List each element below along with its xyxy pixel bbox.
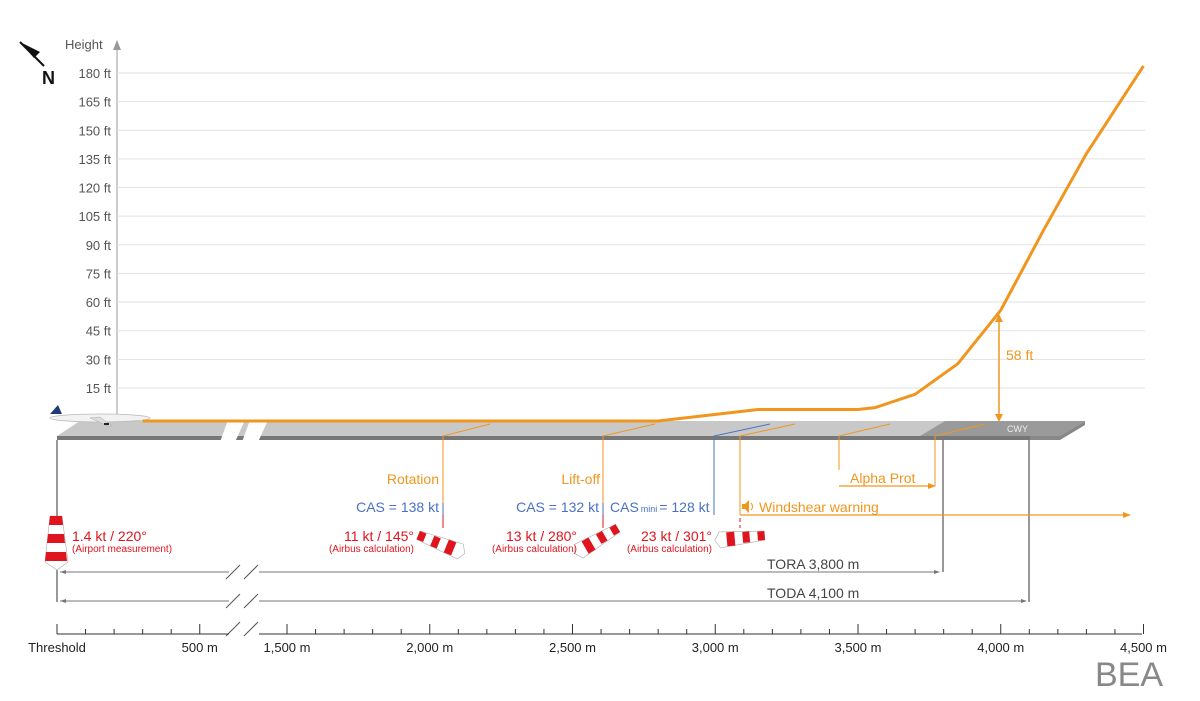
y-tick-label: 75 ft <box>86 266 112 281</box>
windsock-icon <box>714 530 766 549</box>
north-label: N <box>42 68 55 88</box>
y-axis-label: Height <box>65 37 103 52</box>
y-tick-label: 180 ft <box>78 66 111 81</box>
y-tick-label: 60 ft <box>86 295 112 310</box>
height-58ft-annotation: 58 ft <box>995 314 1033 422</box>
x-tick-label: 3,500 m <box>835 640 882 655</box>
runway: CWY <box>57 420 1085 442</box>
cas-mini-label: CAS mini = 128 kt <box>610 499 710 515</box>
y-tick-label: 30 ft <box>86 352 112 367</box>
rotation-label: Rotation <box>387 471 439 487</box>
rotation-cas-label: CAS = 138 kt <box>356 499 439 515</box>
svg-text:Windshear warning: Windshear warning <box>759 499 879 515</box>
wind-label-rotation: 11 kt / 145° <box>344 528 414 544</box>
y-axis-arrow-icon <box>113 40 121 50</box>
x-tick-label: 3,000 m <box>692 640 739 655</box>
toda-dimension: TODA 4,100 m <box>60 585 1027 603</box>
clearway-label: CWY <box>1007 424 1028 434</box>
svg-text:TORA 3,800 m: TORA 3,800 m <box>767 556 859 572</box>
bea-logo: BEA <box>1095 656 1163 694</box>
y-tick-label: 105 ft <box>78 209 111 224</box>
wind-label-airport: 1.4 kt / 220° <box>72 528 147 544</box>
wind-source-rotation: (Airbus calculation) <box>329 544 414 555</box>
runway-break <box>220 420 245 442</box>
svg-text:58 ft: 58 ft <box>1006 347 1033 363</box>
airplane-icon <box>49 405 151 427</box>
y-tick-label: 135 ft <box>78 152 111 167</box>
x-tick-label: 4,000 m <box>977 640 1024 655</box>
tora-dimension: TORA 3,800 m <box>60 556 940 574</box>
wind-source-windshear: (Airbus calculation) <box>627 544 712 555</box>
speaker-icon <box>742 500 753 513</box>
windsock-icon <box>574 523 621 559</box>
wind-label-liftoff: 13 kt / 280° <box>506 528 577 544</box>
wind-source-liftoff: (Airbus calculation) <box>492 544 577 555</box>
y-tick-label: 90 ft <box>86 238 112 253</box>
y-tick-label: 165 ft <box>78 95 111 110</box>
x-tick-label: 2,500 m <box>549 640 596 655</box>
x-tick-label: Threshold <box>28 640 86 655</box>
clearway <box>920 421 1085 436</box>
y-tick-label: 150 ft <box>78 123 111 138</box>
svg-text:Alpha Prot: Alpha Prot <box>850 470 915 486</box>
x-tick-label: 4,500 m <box>1120 640 1167 655</box>
wind-source-airport: (Airport measurement) <box>72 544 172 555</box>
x-tick-label: 2,000 m <box>406 640 453 655</box>
x-tick-label: 500 m <box>182 640 218 655</box>
svg-text:TODA 4,100 m: TODA 4,100 m <box>767 585 859 601</box>
alpha-prot-annotation: Alpha Prot <box>839 470 936 489</box>
north-arrow-icon: N <box>19 41 55 88</box>
y-tick-label: 15 ft <box>86 381 112 396</box>
windsock-cone-icon <box>44 515 69 571</box>
x-tick-label: 1,500 m <box>264 640 311 655</box>
height-profile-line <box>142 65 1145 423</box>
event-lines <box>442 423 986 528</box>
windshear-annotation: Windshear warning <box>740 499 1131 518</box>
wind-label-windshear: 23 kt / 301° <box>641 528 712 544</box>
y-tick-label: 45 ft <box>86 324 112 339</box>
axis-break-marks <box>225 562 259 640</box>
windsock-icon <box>416 530 466 560</box>
liftoff-label: Lift-off <box>561 471 600 487</box>
liftoff-cas-label: CAS = 132 kt <box>516 499 599 515</box>
y-tick-label: 120 ft <box>78 181 111 196</box>
